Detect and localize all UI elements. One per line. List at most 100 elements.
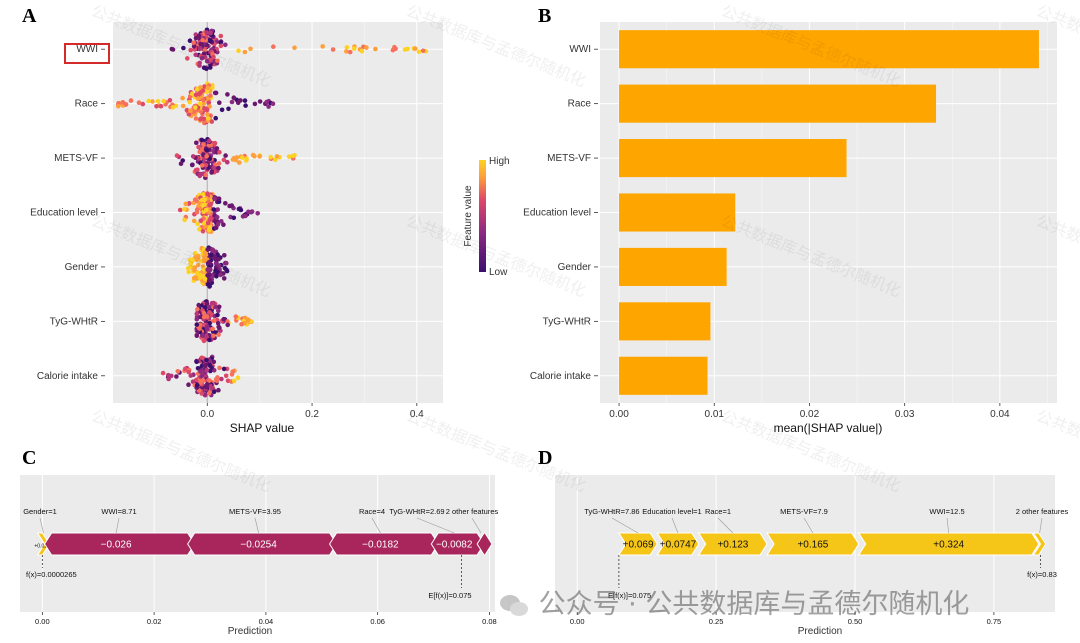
swarm-point (229, 203, 235, 208)
swarm-point (203, 256, 209, 262)
swarm-point (198, 369, 203, 374)
x-tick-label: 0.75 (987, 617, 1002, 626)
swarm-point (207, 156, 213, 162)
swarm-point (292, 45, 297, 50)
swarm-point (154, 104, 159, 109)
swarm-point (203, 172, 209, 178)
swarm-point (195, 366, 201, 371)
x-tick-label: 0.02 (800, 409, 820, 420)
force-feature-label: 2 other features (1016, 507, 1069, 516)
swarm-point (364, 45, 369, 50)
swarm-point (146, 98, 151, 104)
swarm-point (213, 304, 218, 310)
feature-leader-line (416, 517, 455, 534)
swarm-point (206, 391, 212, 396)
swarm-point (123, 102, 129, 107)
feature-leader-line (803, 517, 814, 534)
swarm-point (200, 203, 205, 208)
swarm-point (195, 307, 200, 312)
swarm-point (203, 305, 208, 310)
swarm-point (201, 338, 207, 344)
swarm-point (213, 225, 219, 231)
swarm-point (223, 42, 228, 48)
swarm-point (201, 192, 206, 197)
swarm-point (196, 144, 201, 150)
swarm-point (198, 172, 203, 178)
swarm-point (205, 247, 210, 252)
swarm-point (193, 274, 198, 280)
swarm-point (205, 281, 211, 287)
panel-d-force-arrows: +0.069 +0.0747 +0.123 +0.165 +0.324 (617, 532, 1047, 556)
feature-label: METS-VF (547, 153, 591, 164)
swarm-point (116, 103, 121, 109)
swarm-point (252, 153, 257, 159)
swarm-point (197, 275, 203, 281)
swarm-point (221, 276, 227, 281)
swarm-point (211, 389, 217, 395)
panel-b-feature-labels: WWI Race METS-VF Education level Gender TyG-W… (523, 44, 598, 382)
swarm-point (271, 44, 276, 49)
force-feature-label: TyG-WHtR=2.69 (389, 507, 444, 516)
swarm-point (225, 159, 230, 165)
swarm-point (373, 46, 378, 52)
swarm-point (206, 100, 212, 106)
swarm-point (190, 91, 195, 96)
swarm-point (136, 100, 142, 105)
force-feature-label: METS-VF=3.95 (229, 507, 281, 516)
swarm-point (359, 48, 365, 54)
swarm-point (178, 161, 184, 166)
swarm-point (211, 207, 217, 212)
swarm-point (214, 274, 219, 279)
wechat-icon (500, 593, 530, 619)
swarm-point (194, 322, 200, 327)
swarm-point (273, 157, 278, 163)
bar (619, 193, 736, 232)
swarm-point (202, 363, 208, 369)
swarm-point (195, 262, 201, 268)
swarm-point (181, 45, 186, 51)
swarm-point (188, 373, 194, 378)
swarm-point (215, 312, 220, 318)
panel-d-xlabel: Prediction (798, 626, 842, 637)
x-tick-label: 0.06 (370, 617, 385, 626)
swarm-point (174, 374, 179, 379)
swarm-point (212, 196, 217, 201)
force-feature-label: METS-VF=7.9 (780, 507, 828, 516)
swarm-point (215, 375, 220, 380)
swarm-point (183, 201, 189, 207)
swarm-point (207, 310, 212, 315)
swarm-point (194, 209, 200, 215)
wwi-highlight-box (64, 43, 110, 64)
swarm-point (188, 47, 193, 53)
panel-b-xlabel: mean(|SHAP value|) (774, 421, 883, 435)
force-arrow (476, 532, 493, 556)
swarm-point (190, 257, 195, 263)
swarm-point (198, 116, 203, 122)
swarm-point (201, 65, 207, 70)
swarm-point (197, 60, 202, 66)
force-feature-label: Race=1 (705, 507, 731, 516)
swarm-point (420, 48, 426, 54)
panel-d-x-ticks: 0.00 0.25 0.50 0.75 (570, 612, 1001, 626)
swarm-point (229, 372, 235, 377)
swarm-point (210, 326, 215, 332)
swarm-point (206, 227, 212, 233)
swarm-point (205, 85, 211, 91)
swarm-point (188, 108, 193, 113)
swarm-point (158, 103, 164, 109)
swarm-point (204, 384, 209, 390)
swarm-point (209, 386, 215, 391)
swarm-point (222, 253, 227, 258)
swarm-point (209, 252, 214, 258)
swarm-point (416, 49, 422, 55)
swarm-point (215, 221, 221, 227)
swarm-point (211, 300, 216, 306)
swarm-point (225, 92, 230, 97)
feature-leader-line (946, 517, 950, 534)
swarm-point (195, 221, 200, 227)
swarm-point (198, 85, 203, 90)
swarm-point (218, 40, 223, 45)
swarm-point (204, 58, 210, 64)
swarm-point (186, 382, 191, 388)
force-feature-label: WWI=12.5 (929, 507, 964, 516)
